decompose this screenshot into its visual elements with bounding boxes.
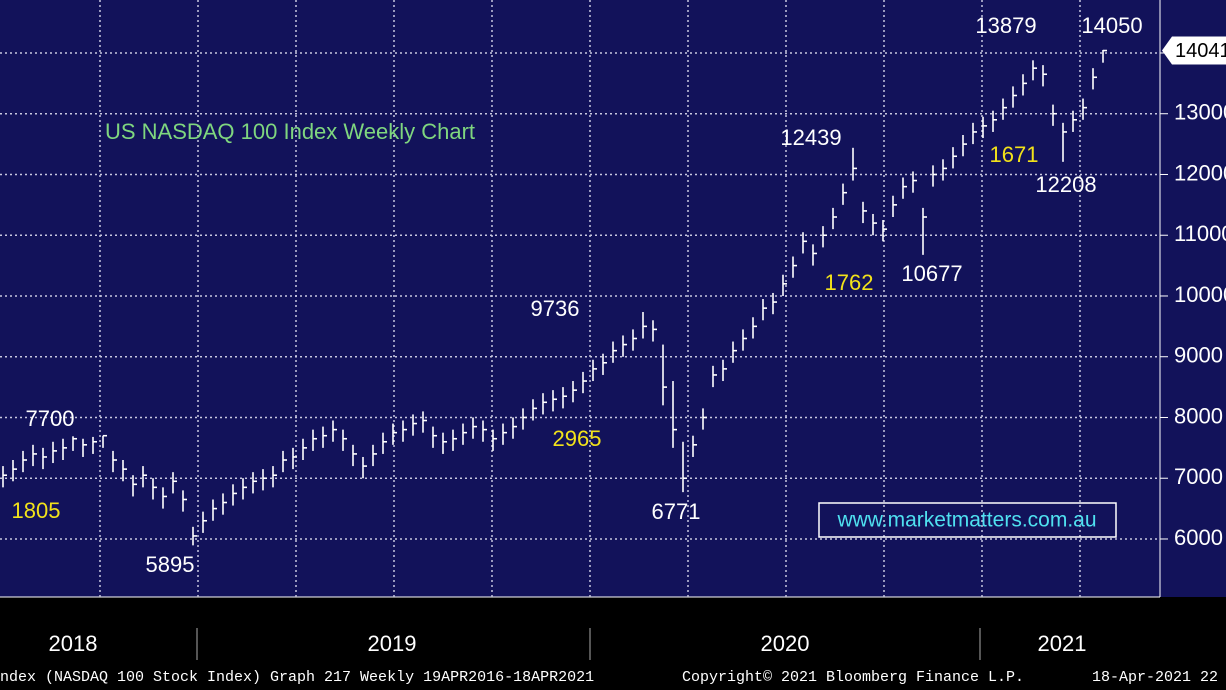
annotation: 1762 [825, 270, 874, 295]
x-tick-label: 2020 [761, 631, 810, 656]
annotation: 13879 [975, 13, 1036, 38]
y-axis: 6000700080009000100001100012000130001400… [1160, 36, 1226, 550]
annotation: 14050 [1081, 13, 1142, 38]
annotation: 6771 [652, 499, 701, 524]
footer-left: ndex (NASDAQ 100 Stock Index) Graph 217 … [0, 669, 594, 686]
annotation: 7700 [26, 406, 75, 431]
x-tick-label: 2021 [1038, 631, 1087, 656]
y-tick-label: 8000 [1174, 403, 1223, 428]
watermark: www.marketmatters.com.au [836, 509, 1096, 532]
y-tick-label: 7000 [1174, 464, 1223, 489]
chart-title: US NASDAQ 100 Index Weekly Chart [105, 119, 475, 144]
plot-background [0, 0, 1226, 597]
bars [2, 49, 1107, 546]
footer-center: Copyright© 2021 Bloomberg Finance L.P. [682, 669, 1024, 686]
last-price-tag [1162, 36, 1226, 65]
y-tick-label: 12000 [1174, 160, 1226, 185]
x-tick-label: 2018 [49, 631, 98, 656]
footer-background [0, 597, 1226, 690]
annotation: 2965 [553, 426, 602, 451]
annotation: 12439 [780, 125, 841, 150]
y-tick-label: 10000 [1174, 282, 1226, 307]
y-tick-label: 11000 [1174, 221, 1226, 246]
last-price-label: 14041 [1175, 40, 1226, 62]
annotation: 9736 [531, 296, 580, 321]
y-tick-label: 6000 [1174, 525, 1223, 550]
footer-right: 18-Apr-2021 22 [1092, 669, 1218, 686]
annotation: 12208 [1035, 172, 1096, 197]
x-tick-label: 2019 [368, 631, 417, 656]
annotation: 10677 [901, 261, 962, 286]
x-axis: 2018 2019 2020 2021 [49, 628, 1087, 660]
annotation: 1671 [990, 142, 1039, 167]
watermark-box [818, 502, 1117, 538]
y-tick-label: 9000 [1174, 343, 1223, 368]
annotation: 5895 [146, 552, 195, 577]
y-tick-label: 13000 [1174, 100, 1226, 125]
grid [0, 0, 1160, 597]
annotations: 7700 1805 5895 9736 2965 6771 12439 1762… [12, 13, 1143, 577]
annotation: 1805 [12, 498, 61, 523]
